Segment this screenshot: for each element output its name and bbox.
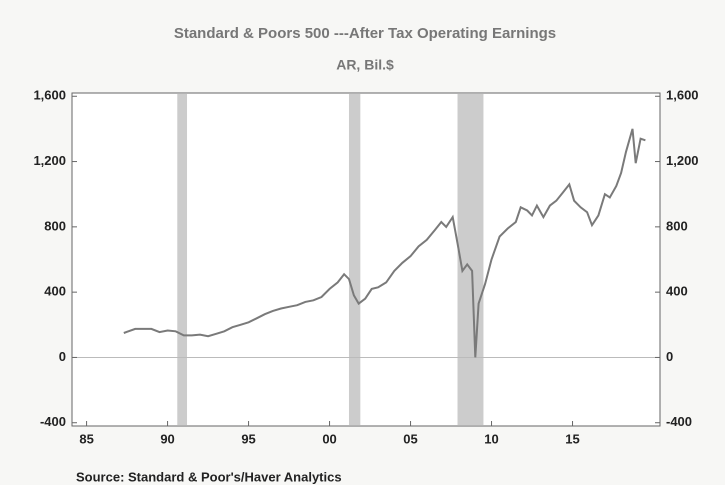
y2-tick-label: 400 [666,284,688,299]
y2-tick-label: -400 [666,414,692,429]
x-tick-label: 95 [241,431,255,446]
recession-band [177,94,188,425]
y-tick-label: 1,200 [33,153,66,168]
x-tick-label: 10 [484,431,498,446]
y-tick-label: 0 [59,349,66,364]
series-line [123,128,646,358]
y2-tick-label: 1,600 [666,88,699,103]
y2-tick-label: 1,200 [666,153,699,168]
x-tick-label: 00 [322,431,336,446]
x-tick-label: 90 [160,431,174,446]
x-tick-label: 15 [565,431,579,446]
y2-tick-label: 800 [666,218,688,233]
source-note: Source: Standard & Poor's/Haver Analytic… [76,469,342,484]
recession-band [457,94,484,425]
chart-title: Standard & Poors 500 ---After Tax Operat… [174,25,556,42]
x-tick-label: 85 [79,431,93,446]
y-tick-label: 800 [44,218,66,233]
recession-band [348,94,361,425]
x-tick-label: 05 [403,431,417,446]
chart-subtitle: AR, Bil.$ [336,57,394,73]
y-tick-label: 1,600 [33,88,66,103]
plot-area [71,92,661,427]
y-tick-label: 400 [44,284,66,299]
y-tick-label: -400 [40,414,66,429]
y2-tick-label: 0 [666,349,673,364]
